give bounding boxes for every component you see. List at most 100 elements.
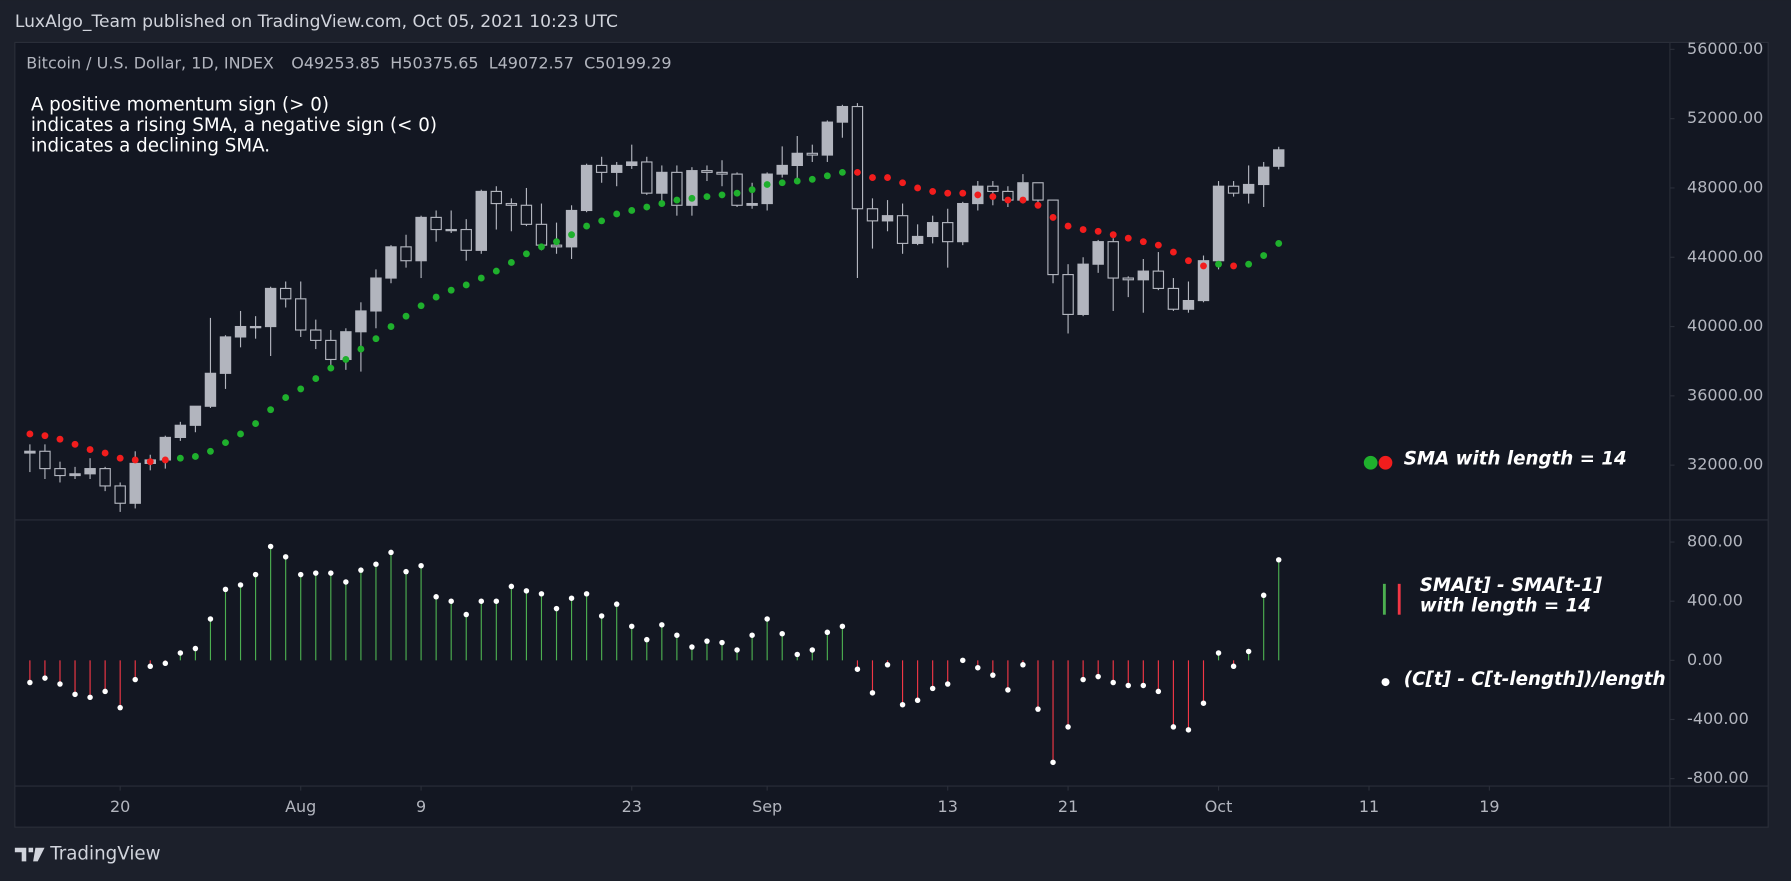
candle-body [610,164,623,173]
sma-dot [176,454,184,462]
sma-dot [1049,213,1057,221]
candle-body [1047,199,1059,276]
momentum-dot [975,664,981,671]
sma-dot [763,181,771,188]
candle-body [325,339,337,361]
sma-dot [643,203,651,211]
candle-body [776,164,788,175]
candle-body [490,190,503,205]
sma-dot [297,385,305,393]
candle-body [505,202,518,206]
sma-dot [1124,234,1132,242]
momentum-dot [1215,650,1222,656]
candle-body [520,204,533,225]
momentum-dot [448,598,454,604]
sma-dot [613,210,621,218]
annotation: indicates a declining SMA. [31,135,270,156]
candle-body [204,372,217,407]
momentum-dot [960,657,966,664]
momentum-dot [313,570,319,576]
candle-body [1137,270,1150,281]
candle-body [1107,241,1119,279]
legend-swatch [1381,678,1390,687]
momentum-dot [297,571,304,578]
sma-dot [899,179,906,187]
momentum-dot [132,676,138,683]
candle-body [580,164,593,212]
sma-dot [146,458,154,466]
sma-dot [838,168,846,176]
candle-body [746,202,758,206]
legend-swatch [1378,455,1393,470]
candle-body [1227,185,1240,194]
momentum-dot [1185,727,1192,733]
legend-label: (C[t] - C[t-length])/length [1404,669,1666,690]
sma-dot [522,250,530,258]
momentum-dot [1005,687,1011,693]
candle-body [114,485,126,504]
sma-dot [1185,257,1192,265]
sma-dot [884,174,891,181]
momentum-dot [388,549,394,556]
sma-dot [492,267,500,275]
momentum-dot [162,660,169,667]
sma-dot [191,453,199,460]
candle-body [370,277,382,312]
sma-dot [793,177,801,185]
candle-body [1167,287,1180,310]
sma-dot [823,172,831,180]
candle-body [656,171,668,194]
momentum-dot [689,644,695,650]
momentum-dot [854,666,861,672]
sma-dot [1275,239,1283,247]
y-tick-label: 56000.00 [1687,39,1763,58]
candle-body [881,215,894,222]
candle-body [174,424,187,438]
candle-body [400,246,412,262]
candle-body [475,190,487,251]
candle-body [761,173,773,205]
momentum-dot [553,605,560,612]
sma-dot [86,446,94,453]
candle-body [550,244,563,248]
candle-body [851,105,864,210]
sma-dot [357,345,365,353]
momentum-dot [102,688,108,695]
sma-dot [568,231,575,239]
momentum-dot [659,622,665,628]
momentum-dot [990,672,996,678]
candle-body [1242,183,1255,194]
momentum-dot [884,662,891,668]
y-tick-label: 48000.00 [1687,177,1763,196]
candle-body [791,152,803,167]
sma-dot [808,175,816,183]
candle-body [460,228,472,251]
momentum-dot [674,632,680,638]
momentum-dot [704,638,710,644]
candle-body [701,170,713,173]
sma-dot [252,420,260,427]
candle-body [565,209,578,248]
candle-body [310,329,322,341]
legend: SMA with length = 14 SMA[t] - SMA[t-1] w… [1363,448,1666,690]
candle-body [234,325,247,338]
momentum-dot [57,681,63,687]
sma-dot [1094,227,1102,235]
momentum-dot [433,594,439,600]
momentum-dot [1170,724,1177,730]
sma-dot [538,243,545,251]
sma-dot [1215,260,1222,268]
sma-dot [1245,260,1253,268]
y-tick-label: 32000.00 [1687,455,1763,474]
sma-dot [447,286,455,294]
momentum-dot [1110,679,1116,686]
candle-body [445,228,457,232]
sma-dot [658,200,666,207]
sma-dot [26,430,34,438]
legend-label: SMA[t] - SMA[t-1] [1420,575,1603,596]
candle-body [249,325,262,329]
momentum-dot [1035,706,1041,712]
x-tick-label: 23 [622,797,642,816]
annotation: A positive momentum sign (> 0) [31,94,329,115]
candle-body [415,216,427,262]
